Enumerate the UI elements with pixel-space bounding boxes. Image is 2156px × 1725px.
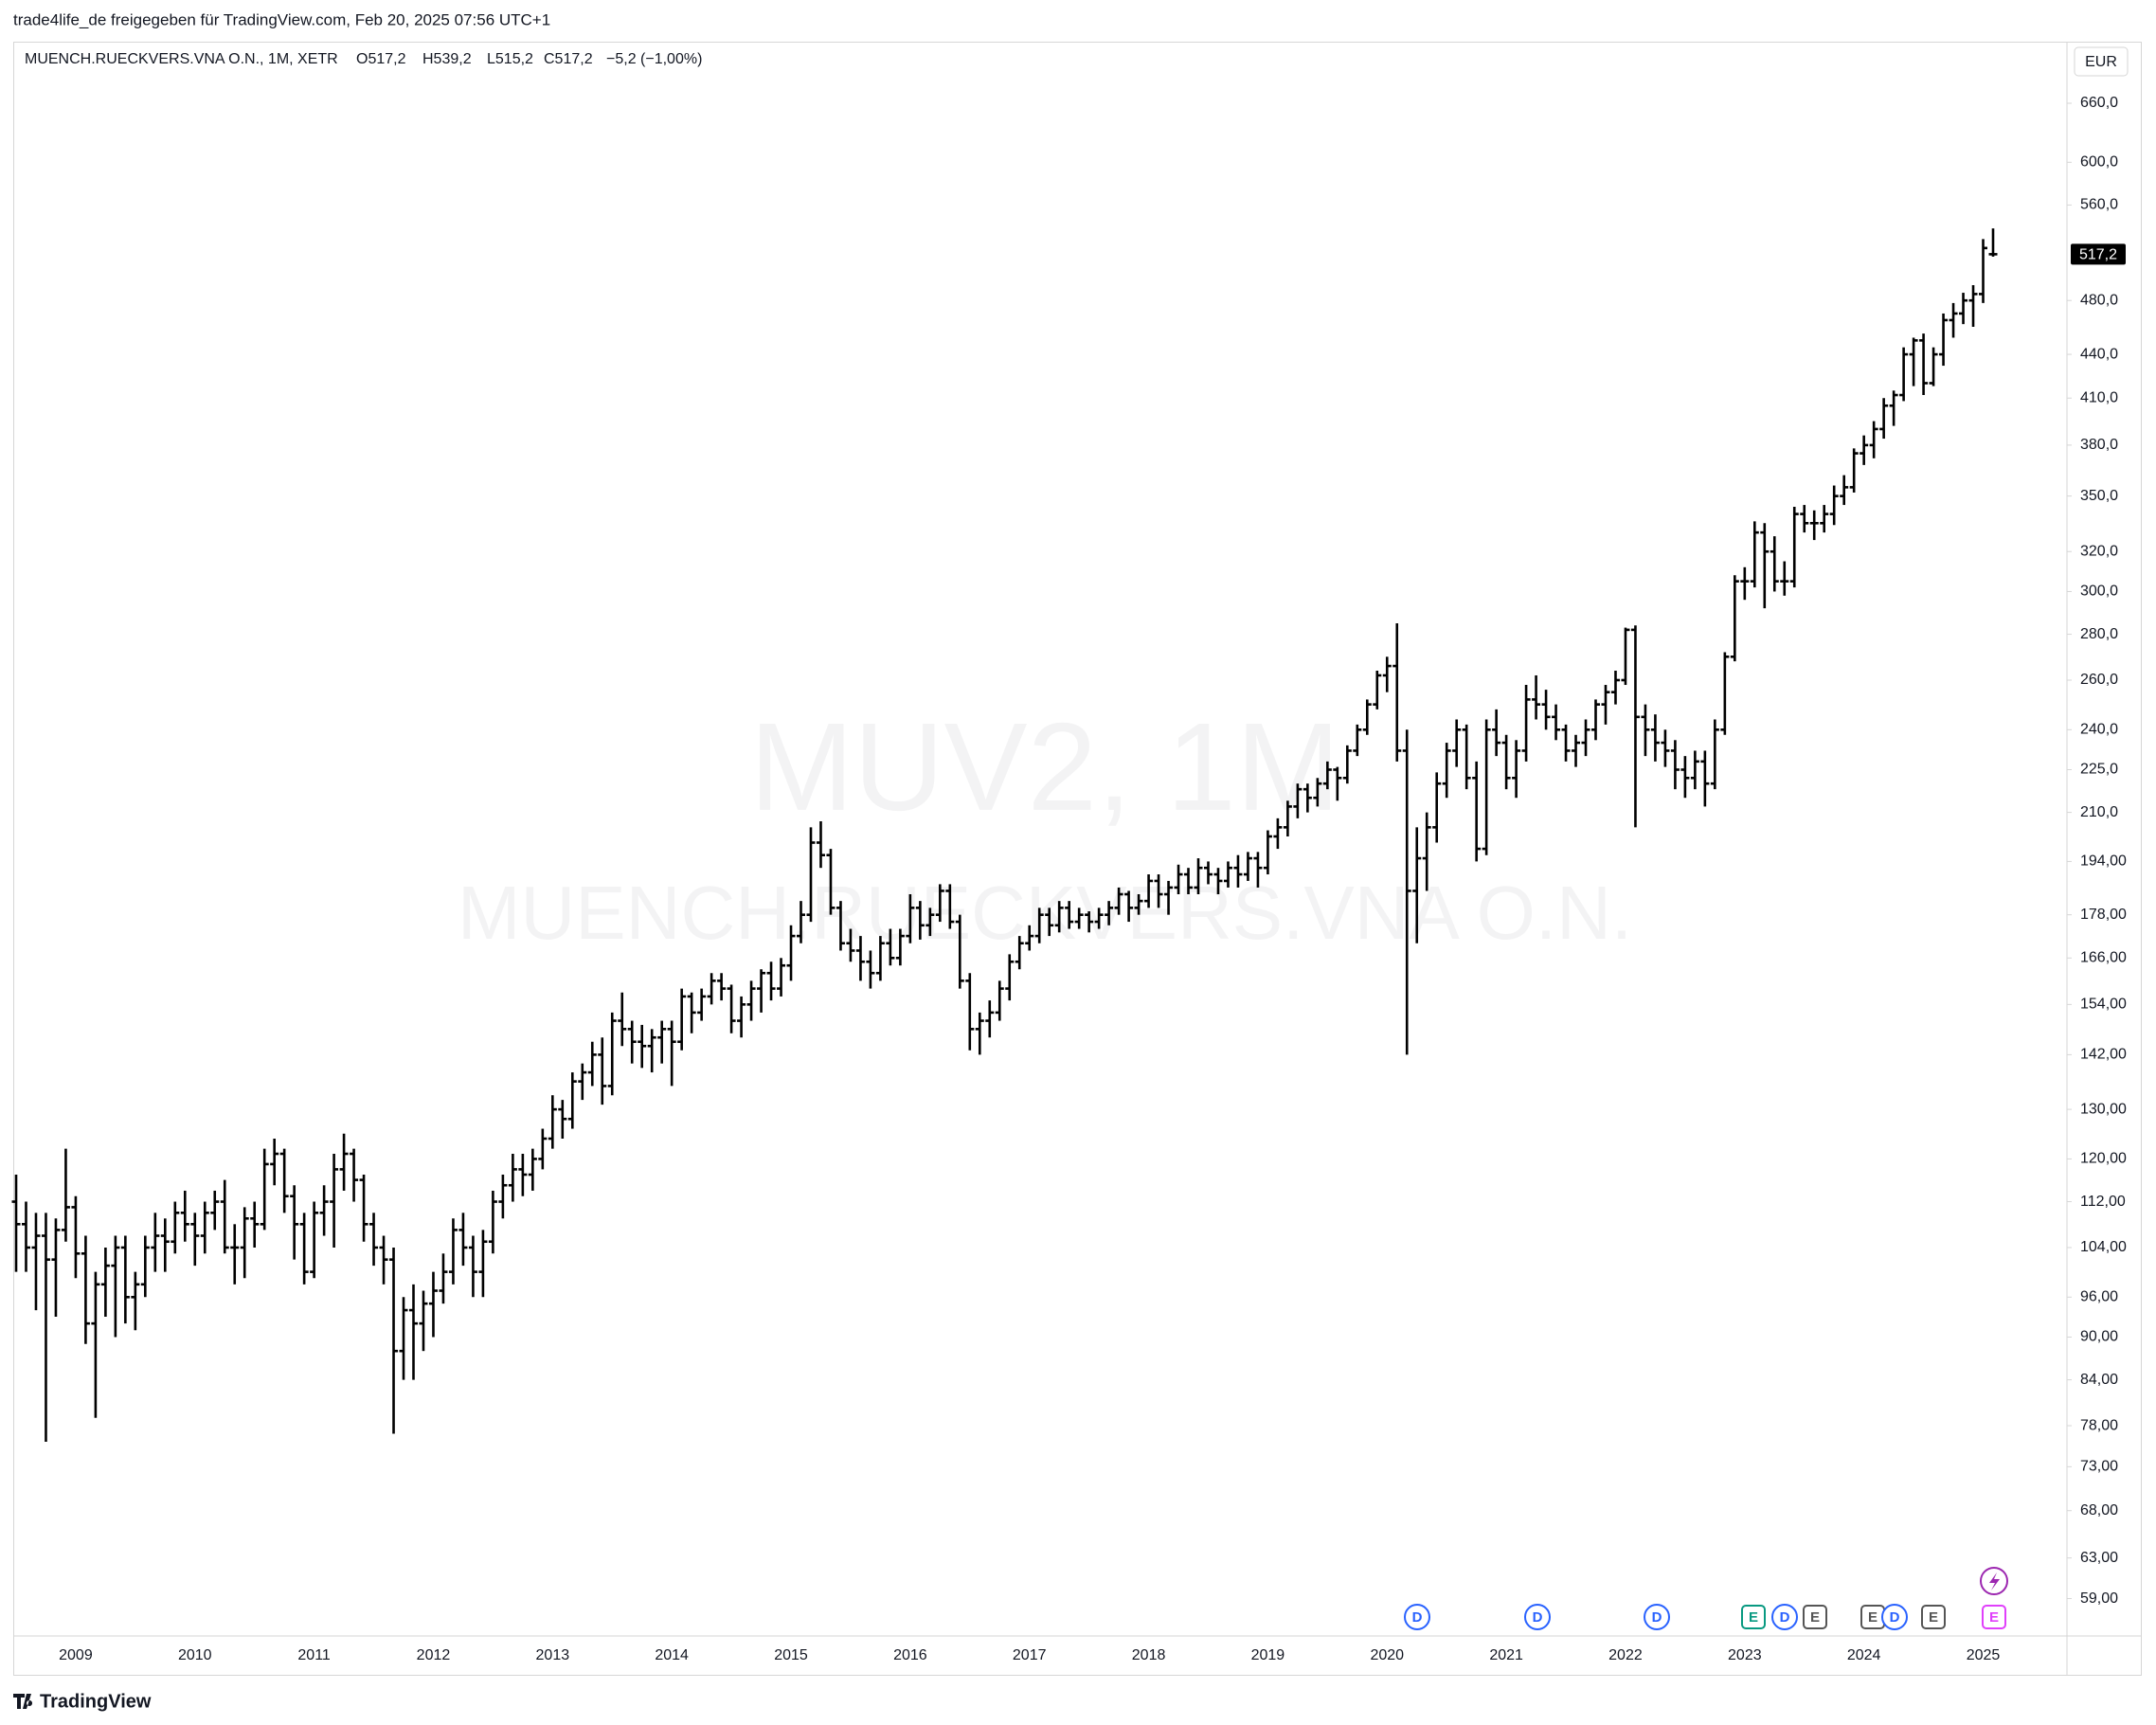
x-tick-label: 2018 bbox=[1132, 1647, 1166, 1663]
y-tick-label: 440,0 bbox=[2080, 346, 2118, 362]
event-earnings[interactable] bbox=[1741, 1605, 1766, 1629]
x-tick-label: 2020 bbox=[1370, 1647, 1404, 1663]
y-tick-label: 260,0 bbox=[2080, 672, 2118, 688]
event-label: E bbox=[1749, 1609, 1758, 1626]
x-tick-label: 2025 bbox=[1967, 1647, 2001, 1663]
event-label: D bbox=[1890, 1609, 1900, 1626]
event-earnings[interactable] bbox=[1803, 1605, 1827, 1629]
chart-frame bbox=[13, 42, 2142, 1676]
x-tick-label: 2024 bbox=[1847, 1647, 1881, 1663]
x-tick-label: 2012 bbox=[417, 1647, 451, 1663]
event-label: D bbox=[1780, 1609, 1790, 1626]
bars bbox=[11, 228, 1998, 1443]
event-dividend[interactable] bbox=[1524, 1604, 1551, 1630]
lightning-icon bbox=[1989, 1572, 2000, 1590]
y-tick-label: 73,00 bbox=[2080, 1459, 2118, 1475]
legend-change: −5,2 (−1,00%) bbox=[606, 51, 702, 67]
event-label: D bbox=[1533, 1609, 1543, 1626]
event-label: E bbox=[1929, 1609, 1938, 1626]
y-tick-label: 560,0 bbox=[2080, 197, 2118, 213]
y-tick-label: 178,00 bbox=[2080, 907, 2127, 923]
events: D D D E D E E D E E bbox=[1404, 1567, 2008, 1630]
event-label: E bbox=[1868, 1609, 1878, 1626]
x-tick-label: 2019 bbox=[1251, 1647, 1285, 1663]
x-tick-label: 2021 bbox=[1489, 1647, 1523, 1663]
event-earnings[interactable] bbox=[1921, 1605, 1946, 1629]
currency[interactable]: EUR bbox=[2085, 54, 2117, 70]
y-tick-label: 78,00 bbox=[2080, 1417, 2118, 1433]
y-tick-label: 410,0 bbox=[2080, 389, 2118, 405]
event-label: D bbox=[1412, 1609, 1423, 1626]
y-tick-label: 112,00 bbox=[2080, 1194, 2126, 1210]
watermark-name: MUENCH.RUECKVERS.VNA O.N. bbox=[458, 871, 1632, 955]
x-tick-label: 2013 bbox=[536, 1647, 570, 1663]
x-tick-label: 2009 bbox=[59, 1647, 93, 1663]
event-earnings[interactable] bbox=[1982, 1605, 2006, 1629]
legend-close: C517,2 bbox=[544, 51, 593, 67]
last-price-tag bbox=[2071, 243, 2126, 265]
x-tick-label: 2022 bbox=[1608, 1647, 1643, 1663]
y-tick-label: 280,0 bbox=[2080, 626, 2118, 642]
x-tick-label: 2011 bbox=[297, 1647, 331, 1663]
x-tick-label: 2023 bbox=[1728, 1647, 1762, 1663]
y-tick-label: 225,0 bbox=[2080, 762, 2118, 778]
legend-open: O517,2 bbox=[356, 51, 406, 67]
y-tick-label: 90,00 bbox=[2080, 1329, 2118, 1345]
y-tick-label: 210,0 bbox=[2080, 804, 2118, 820]
currency-button[interactable] bbox=[2074, 46, 2129, 77]
event-label: E bbox=[1810, 1609, 1820, 1626]
y-tick-label: 240,0 bbox=[2080, 722, 2118, 738]
legend-symbol: MUENCH.RUECKVERS.VNA O.N., 1M, XETR bbox=[25, 51, 338, 67]
y-tick-label: 320,0 bbox=[2080, 543, 2118, 559]
y-tick-label: 380,0 bbox=[2080, 437, 2118, 453]
y-tick-label: 120,00 bbox=[2080, 1151, 2127, 1167]
event-dividend[interactable] bbox=[1881, 1604, 1908, 1630]
event-dividend[interactable] bbox=[1771, 1604, 1798, 1630]
y-tick-label: 63,00 bbox=[2080, 1550, 2118, 1566]
y-tick-label: 59,00 bbox=[2080, 1590, 2118, 1607]
event-label: D bbox=[1652, 1609, 1662, 1626]
brand: TradingView bbox=[13, 1691, 152, 1712]
x-tick-label: 2010 bbox=[178, 1647, 212, 1663]
y-tick-label: 166,00 bbox=[2080, 950, 2127, 966]
x-tick-label: 2016 bbox=[893, 1647, 927, 1663]
y-tick-label: 130,00 bbox=[2080, 1101, 2127, 1117]
watermark-ticker: MUV2, 1M bbox=[749, 697, 1339, 836]
x-tick-label: 2015 bbox=[774, 1647, 808, 1663]
y-tick-label: 660,0 bbox=[2080, 95, 2118, 111]
y-tick-label: 154,00 bbox=[2080, 997, 2127, 1013]
event-dividend[interactable] bbox=[1644, 1604, 1670, 1630]
y-tick-label: 104,00 bbox=[2080, 1239, 2127, 1255]
x-tick-label: 2014 bbox=[655, 1647, 689, 1663]
y-tick-label: 350,0 bbox=[2080, 488, 2118, 504]
last-price-label: 517,2 bbox=[2079, 247, 2117, 263]
y-tick-label: 480,0 bbox=[2080, 292, 2118, 308]
event-dividend[interactable] bbox=[1404, 1604, 1430, 1630]
x-tick-label: 2017 bbox=[1013, 1647, 1047, 1663]
brand-logo bbox=[13, 1694, 33, 1709]
y-tick-label: 84,00 bbox=[2080, 1372, 2118, 1388]
legend-high: H539,2 bbox=[422, 51, 472, 67]
legend-low: L515,2 bbox=[487, 51, 533, 67]
y-tick-label: 600,0 bbox=[2080, 154, 2118, 171]
brand-name: TradingView bbox=[40, 1691, 152, 1712]
event-label: E bbox=[1989, 1609, 1999, 1626]
y-tick-label: 68,00 bbox=[2080, 1502, 2118, 1518]
y-tick-label: 300,0 bbox=[2080, 584, 2118, 600]
share-line: trade4life_de freigegeben für TradingVie… bbox=[13, 10, 550, 28]
y-tick-label: 142,00 bbox=[2080, 1047, 2127, 1063]
legend: MUENCH.RUECKVERS.VNA O.N., 1M, XETR O517… bbox=[25, 51, 702, 67]
y-tick-label: 194,00 bbox=[2080, 854, 2127, 870]
y-tick-label: 96,00 bbox=[2080, 1289, 2118, 1305]
